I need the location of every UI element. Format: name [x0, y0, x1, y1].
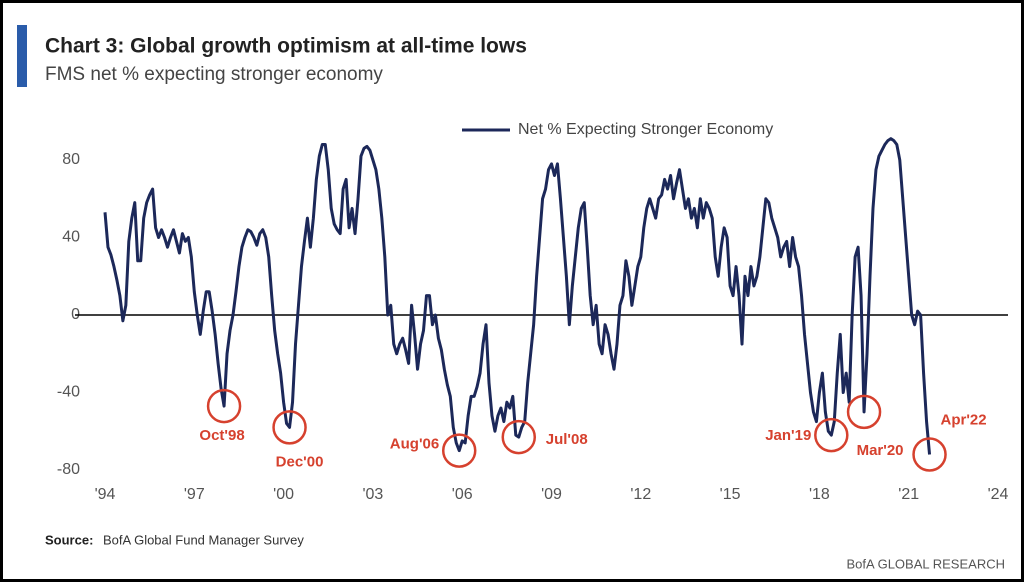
y-tick-label: -80	[57, 461, 80, 478]
source-label: Source:	[45, 532, 93, 547]
x-tick-label: '94	[95, 486, 116, 503]
annotation-circle	[441, 433, 477, 468]
chart-subtitle: FMS net % expecting stronger economy	[45, 64, 383, 85]
annotation-label: Aug'06	[390, 436, 439, 453]
annotation-label: Oct'98	[199, 427, 244, 444]
annotation-label: Dec'00	[276, 453, 324, 470]
annotation-label: Apr'22	[940, 411, 986, 428]
y-tick-label: 80	[62, 151, 80, 168]
x-tick-label: '15	[720, 486, 741, 503]
annotation-circle	[501, 419, 537, 455]
annotation-label: Jul'08	[546, 431, 588, 448]
legend-label: Net % Expecting Stronger Economy	[518, 121, 773, 138]
y-tick-label: 40	[62, 229, 80, 246]
series-line	[103, 137, 932, 455]
annotation-circle	[912, 437, 947, 472]
annotation-circle	[206, 388, 242, 424]
x-tick-label: '09	[541, 486, 562, 503]
x-tick-label: '06	[452, 486, 473, 503]
annotation-label: Jan'19	[765, 427, 811, 444]
accent-bar	[17, 25, 27, 87]
x-tick-label: '97	[184, 486, 205, 503]
source: BofA Global Fund Manager Survey	[103, 532, 304, 547]
annotation-circle	[846, 394, 882, 430]
y-tick-label: -40	[57, 384, 80, 401]
annotation-label: Mar'20	[857, 442, 904, 459]
x-tick-label: '12	[630, 486, 651, 503]
x-tick-label: '18	[809, 486, 830, 503]
x-tick-label: '21	[898, 486, 919, 503]
annotation-circle	[272, 410, 307, 445]
annotation-circle	[814, 417, 849, 453]
x-tick-label: '00	[273, 486, 294, 503]
chart-title: Chart 3: Global growth optimism at all-t…	[45, 35, 527, 58]
x-tick-label: '03	[362, 486, 383, 503]
footer: BofA GLOBAL RESEARCH	[847, 556, 1005, 571]
x-tick-label: '24	[988, 486, 1009, 503]
